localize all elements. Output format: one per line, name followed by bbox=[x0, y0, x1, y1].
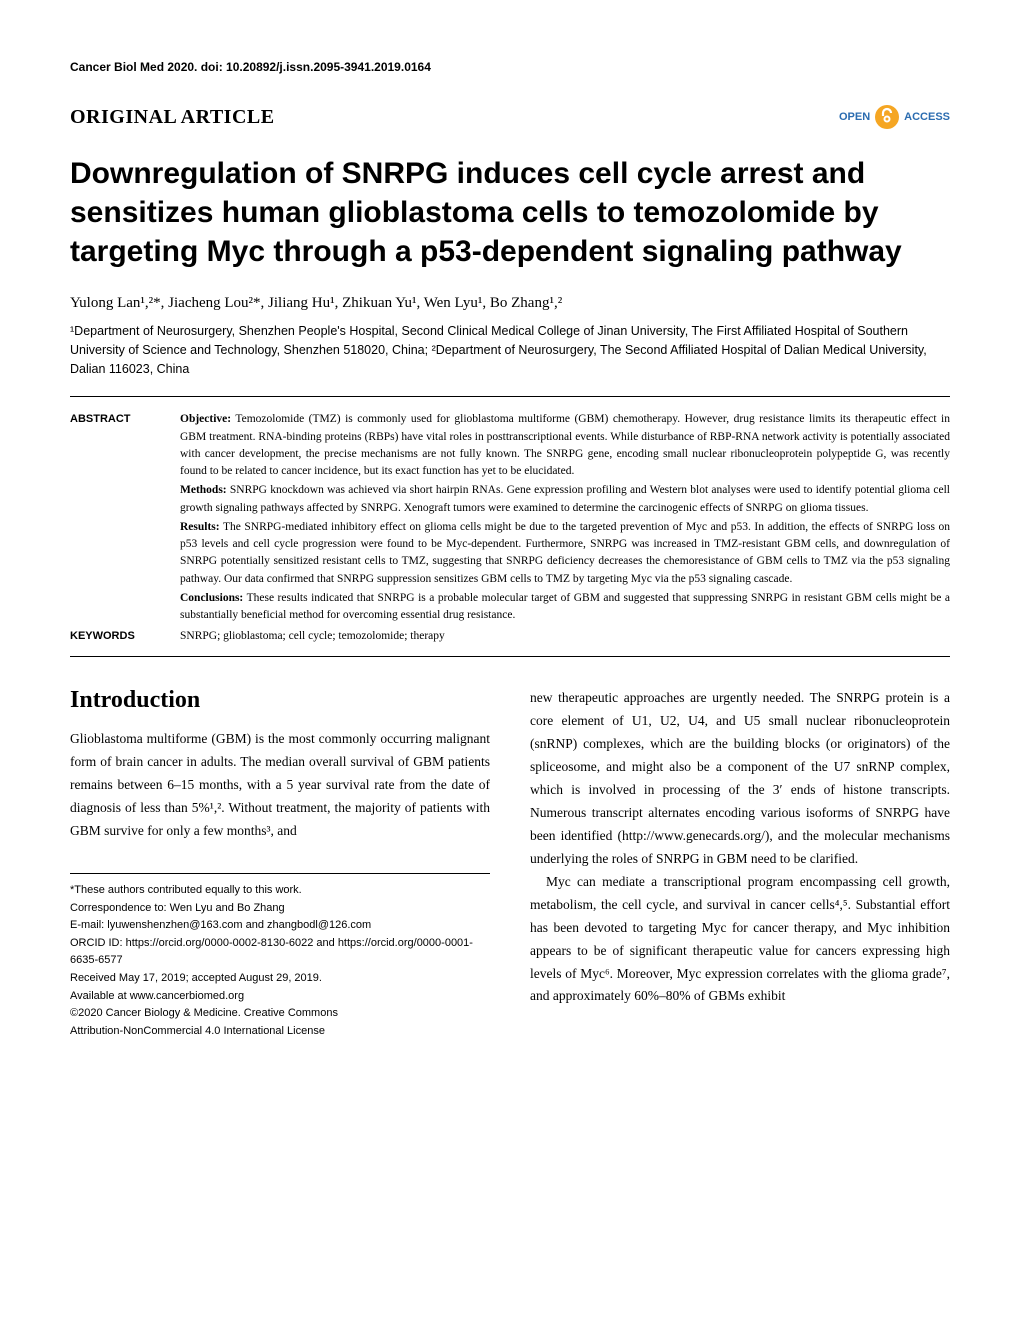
open-access-badge: OPEN ACCESS bbox=[839, 104, 950, 130]
abstract-section: ABSTRACT Objective: Temozolomide (TMZ) i… bbox=[70, 396, 950, 657]
abstract-content: Objective: Temozolomide (TMZ) is commonl… bbox=[180, 411, 950, 626]
footnote-copyright: ©2020 Cancer Biology & Medicine. Creativ… bbox=[70, 1005, 490, 1023]
keywords-content: SNRPG; glioblastoma; cell cycle; temozol… bbox=[180, 630, 445, 642]
footnote-available: Available at www.cancerbiomed.org bbox=[70, 988, 490, 1006]
footnote-orcid: ORCID ID: https://orcid.org/0000-0002-81… bbox=[70, 935, 490, 970]
results-label: Results: bbox=[180, 521, 220, 533]
affiliations: ¹Department of Neurosurgery, Shenzhen Pe… bbox=[70, 322, 950, 378]
authors-list: Yulong Lan¹,²*, Jiacheng Lou²*, Jiliang … bbox=[70, 295, 950, 312]
article-type: ORIGINAL ARTICLE bbox=[70, 106, 275, 129]
introduction-heading: Introduction bbox=[70, 687, 490, 714]
header-row: ORIGINAL ARTICLE OPEN ACCESS bbox=[70, 104, 950, 130]
article-title: Downregulation of SNRPG induces cell cyc… bbox=[70, 154, 950, 271]
intro-col2-p2: Myc can mediate a transcriptional progra… bbox=[530, 871, 950, 1009]
right-column: new therapeutic approaches are urgently … bbox=[530, 687, 950, 1040]
left-column: Introduction Glioblastoma multiforme (GB… bbox=[70, 687, 490, 1040]
abstract-label: ABSTRACT bbox=[70, 411, 150, 626]
intro-p1: Glioblastoma multiforme (GBM) is the mos… bbox=[70, 728, 490, 843]
objective-label: Objective: bbox=[180, 413, 231, 425]
open-text: OPEN bbox=[839, 111, 870, 123]
intro-col2: new therapeutic approaches are urgently … bbox=[530, 687, 950, 1008]
footnotes: *These authors contributed equally to th… bbox=[70, 873, 490, 1040]
methods-label: Methods: bbox=[180, 484, 227, 496]
methods-text: SNRPG knockdown was achieved via short h… bbox=[180, 484, 950, 513]
intro-col1: Glioblastoma multiforme (GBM) is the mos… bbox=[70, 728, 490, 843]
conclusions-text: These results indicated that SNRPG is a … bbox=[180, 592, 950, 621]
abstract-row: ABSTRACT Objective: Temozolomide (TMZ) i… bbox=[70, 411, 950, 626]
open-access-icon bbox=[874, 104, 900, 130]
access-text: ACCESS bbox=[904, 111, 950, 123]
journal-citation: Cancer Biol Med 2020. doi: 10.20892/j.is… bbox=[70, 60, 950, 74]
objective-text: Temozolomide (TMZ) is commonly used for … bbox=[180, 413, 950, 477]
conclusions-label: Conclusions: bbox=[180, 592, 243, 604]
footnote-equal: *These authors contributed equally to th… bbox=[70, 882, 490, 900]
footnote-email: E-mail: lyuwenshenzhen@163.com and zhang… bbox=[70, 917, 490, 935]
footnote-dates: Received May 17, 2019; accepted August 2… bbox=[70, 970, 490, 988]
intro-col2-p1: new therapeutic approaches are urgently … bbox=[530, 687, 950, 871]
keywords-label: KEYWORDS bbox=[70, 630, 150, 642]
footnote-license: Attribution-NonCommercial 4.0 Internatio… bbox=[70, 1023, 490, 1041]
body-columns: Introduction Glioblastoma multiforme (GB… bbox=[70, 687, 950, 1040]
keywords-row: KEYWORDS SNRPG; glioblastoma; cell cycle… bbox=[70, 630, 950, 642]
results-text: The SNRPG-mediated inhibitory effect on … bbox=[180, 521, 950, 585]
footnote-correspondence: Correspondence to: Wen Lyu and Bo Zhang bbox=[70, 900, 490, 918]
